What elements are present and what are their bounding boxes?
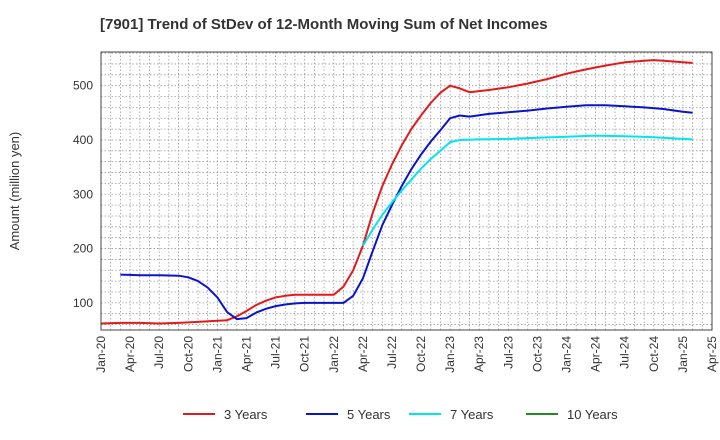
x-tick-label: Jan-20 xyxy=(94,336,108,373)
chart-title: [7901] Trend of StDev of 12-Month Moving… xyxy=(100,16,548,33)
x-tick-label: Apr-22 xyxy=(356,336,370,372)
legend-label: 5 Years xyxy=(347,407,391,422)
x-tick-label: Jan-21 xyxy=(210,336,224,373)
y-axis-title: Amount (million yen) xyxy=(7,132,22,251)
x-tick-label: Jan-25 xyxy=(676,336,690,373)
legend-label: 3 Years xyxy=(224,407,268,422)
y-tick-labels: 100 200 300 400 500 xyxy=(73,79,93,310)
x-tick-labels: Jan-20 Apr-20 Jul-20 Oct-20 Jan-21 Apr-21 Jul-… xyxy=(94,336,719,373)
legend: 3 Years 5 Years 7 Years 10 Years xyxy=(183,407,618,422)
y-tick-label: 500 xyxy=(73,79,93,93)
x-tick-label: Jan-23 xyxy=(443,336,457,373)
x-tick-label: Jul-23 xyxy=(501,336,515,369)
y-tick-label: 100 xyxy=(73,296,93,310)
plot-area-frame xyxy=(100,51,713,331)
x-tick-label: Apr-20 xyxy=(123,336,137,372)
x-tick-label: Jul-24 xyxy=(618,336,632,369)
x-tick-label: Jul-20 xyxy=(152,336,166,369)
y-tick-label: 200 xyxy=(73,242,93,256)
legend-label: 7 Years xyxy=(450,407,494,422)
series-line-1 xyxy=(100,59,693,325)
legend-label: 10 Years xyxy=(567,407,618,422)
x-tick-label: Apr-25 xyxy=(705,336,719,372)
grid xyxy=(101,52,712,330)
x-tick-label: Jul-22 xyxy=(385,336,399,369)
x-tick-label: Oct-20 xyxy=(181,336,195,372)
x-tick-label: Oct-23 xyxy=(530,336,544,372)
x-tick-label: Oct-22 xyxy=(414,336,428,372)
series-line-3 xyxy=(362,134,693,247)
x-tick-label: Oct-24 xyxy=(647,336,661,372)
series-line-2 xyxy=(120,104,693,321)
x-tick-label: Apr-23 xyxy=(472,336,486,372)
y-tick-label: 300 xyxy=(73,187,93,201)
x-tick-label: Jan-24 xyxy=(560,336,574,373)
series-lines xyxy=(100,59,693,325)
x-tick-label: Jan-22 xyxy=(327,336,341,373)
x-tick-label: Oct-21 xyxy=(298,336,312,372)
y-tick-label: 400 xyxy=(73,133,93,147)
x-tick-label: Jul-21 xyxy=(269,336,283,369)
x-tick-label: Apr-21 xyxy=(239,336,253,372)
x-tick-label: Apr-24 xyxy=(589,336,603,372)
